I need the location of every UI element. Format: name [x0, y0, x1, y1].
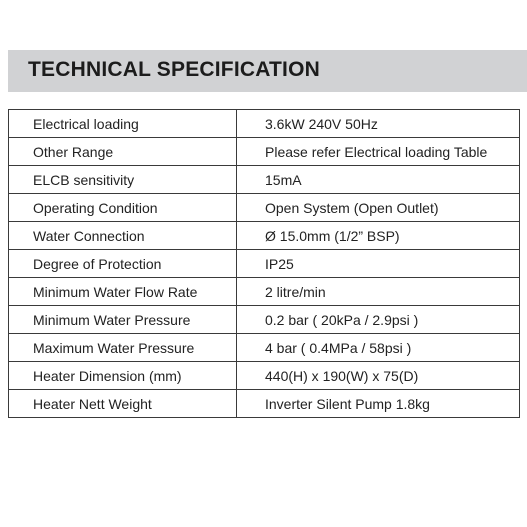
- header-bar: TECHNICAL SPECIFICATION: [8, 50, 527, 92]
- spec-value: IP25: [236, 249, 520, 278]
- spec-value: Open System (Open Outlet): [236, 193, 520, 222]
- table-row: Heater Nett Weight Inverter Silent Pump …: [8, 389, 520, 418]
- spec-value: 2 litre/min: [236, 277, 520, 306]
- spec-value: Please refer Electrical loading Table: [236, 137, 520, 166]
- spec-label: Maximum Water Pressure: [8, 333, 237, 362]
- spec-label: Other Range: [8, 137, 237, 166]
- spec-label: Minimum Water Flow Rate: [8, 277, 237, 306]
- table-row: Operating Condition Open System (Open Ou…: [8, 193, 520, 222]
- table-row: Heater Dimension (mm) 440(H) x 190(W) x …: [8, 361, 520, 390]
- spec-value: 15mA: [236, 165, 520, 194]
- spec-label: Heater Dimension (mm): [8, 361, 237, 390]
- spec-value: 440(H) x 190(W) x 75(D): [236, 361, 520, 390]
- spec-label: Water Connection: [8, 221, 237, 250]
- spec-value: Ø 15.0mm (1/2” BSP): [236, 221, 520, 250]
- spec-value: 0.2 bar ( 20kPa / 2.9psi ): [236, 305, 520, 334]
- table-row: Minimum Water Pressure 0.2 bar ( 20kPa /…: [8, 305, 520, 334]
- spec-label: Degree of Protection: [8, 249, 237, 278]
- table-row: Maximum Water Pressure 4 bar ( 0.4MPa / …: [8, 333, 520, 362]
- spec-label: Electrical loading: [8, 109, 237, 138]
- spec-label: Minimum Water Pressure: [8, 305, 237, 334]
- spec-value: Inverter Silent Pump 1.8kg: [236, 389, 520, 418]
- table-row: Degree of Protection IP25: [8, 249, 520, 278]
- spec-value: 4 bar ( 0.4MPa / 58psi ): [236, 333, 520, 362]
- table-row: Water Connection Ø 15.0mm (1/2” BSP): [8, 221, 520, 250]
- spec-label: ELCB sensitivity: [8, 165, 237, 194]
- spec-label: Operating Condition: [8, 193, 237, 222]
- table-row: Other Range Please refer Electrical load…: [8, 137, 520, 166]
- page-title: TECHNICAL SPECIFICATION: [28, 58, 320, 81]
- table-row: ELCB sensitivity 15mA: [8, 165, 520, 194]
- spec-label: Heater Nett Weight: [8, 389, 237, 418]
- table-row: Electrical loading 3.6kW 240V 50Hz: [8, 109, 520, 138]
- spec-table: Electrical loading 3.6kW 240V 50Hz Other…: [8, 109, 520, 418]
- table-row: Minimum Water Flow Rate 2 litre/min: [8, 277, 520, 306]
- spec-value: 3.6kW 240V 50Hz: [236, 109, 520, 138]
